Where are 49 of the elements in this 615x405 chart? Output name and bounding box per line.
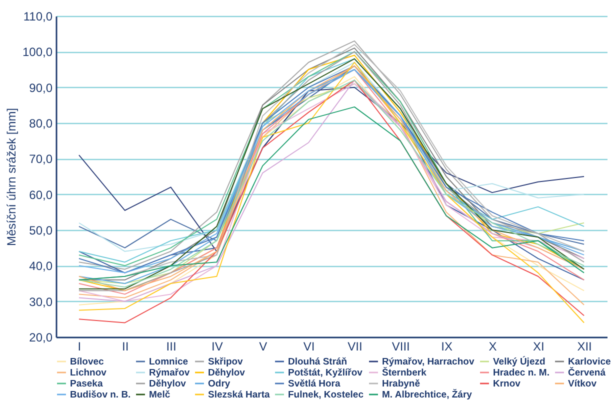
y-tick-label: 50,0 bbox=[29, 224, 53, 238]
legend-label: Hradec n. M. bbox=[493, 368, 550, 378]
x-tick-label: V bbox=[259, 340, 268, 354]
legend-label: Šternberk bbox=[382, 366, 428, 378]
y-tick-label: 60,0 bbox=[29, 188, 53, 202]
x-tick-label: IX bbox=[441, 340, 452, 354]
legend-label: Světlá Hora bbox=[288, 378, 341, 390]
y-tick-label: 30,0 bbox=[29, 294, 53, 309]
y-tick-label: 110,0 bbox=[23, 10, 53, 24]
y-axis-title: Měsíční úhrn srážek [mm] bbox=[4, 108, 18, 246]
legend-label: Červená bbox=[568, 366, 606, 378]
y-tick-label: 20,0 bbox=[29, 330, 53, 344]
x-tick-label: XII bbox=[577, 340, 592, 354]
x-tick-label: VII bbox=[348, 340, 362, 354]
x-tick-label: I bbox=[78, 340, 82, 354]
legend-label: Velký Újezd bbox=[493, 356, 546, 368]
legend-label: Bílovec bbox=[70, 356, 104, 368]
legend-label: Paseka bbox=[70, 378, 104, 390]
legend-label: Lichnov bbox=[70, 368, 108, 378]
legend-label: Potštát, Kyžlířov bbox=[288, 368, 364, 378]
legend-label: Skřipov bbox=[208, 356, 244, 368]
x-tick-label: III bbox=[166, 340, 176, 354]
legend-label: Dlouhá Stráň bbox=[288, 356, 348, 368]
legend-label: Odry bbox=[208, 378, 231, 390]
y-tick-label: 100,0 bbox=[22, 45, 53, 60]
x-tick-label: VI bbox=[303, 340, 315, 354]
legend-label: Melč bbox=[149, 390, 170, 400]
legend-label: Děhylov bbox=[149, 378, 187, 390]
legend-label: Vítkov bbox=[568, 378, 598, 390]
y-tick-label: 80,0 bbox=[29, 116, 53, 130]
x-tick-label: XI bbox=[532, 340, 544, 354]
x-tick-label: X bbox=[488, 340, 497, 354]
legend-label: Slezská Harta bbox=[208, 390, 271, 400]
legend-label: Lomnice bbox=[149, 356, 188, 368]
legend-label: Fulnek, Kostelec bbox=[288, 390, 364, 400]
x-tick-label: VIII bbox=[392, 340, 410, 354]
legend-label: Děhylov bbox=[208, 368, 246, 378]
legend-label: Budišov n. B. bbox=[70, 390, 131, 400]
legend-label: Hrabyně bbox=[382, 378, 420, 390]
y-tick-label: 90,0 bbox=[29, 80, 53, 95]
legend-label: M. Albrechtice, Žáry bbox=[382, 388, 473, 400]
y-tick-label: 70,0 bbox=[29, 152, 53, 166]
x-tick-label: II bbox=[122, 340, 129, 354]
legend-label: Rýmařov, Harrachov bbox=[382, 356, 475, 368]
legend-label: Krnov bbox=[493, 378, 522, 390]
legend-label: Karlovice bbox=[568, 356, 611, 368]
legend-label: Rýmařov bbox=[149, 368, 190, 378]
x-tick-label: IV bbox=[212, 340, 223, 354]
y-tick-label: 40,0 bbox=[29, 259, 53, 274]
